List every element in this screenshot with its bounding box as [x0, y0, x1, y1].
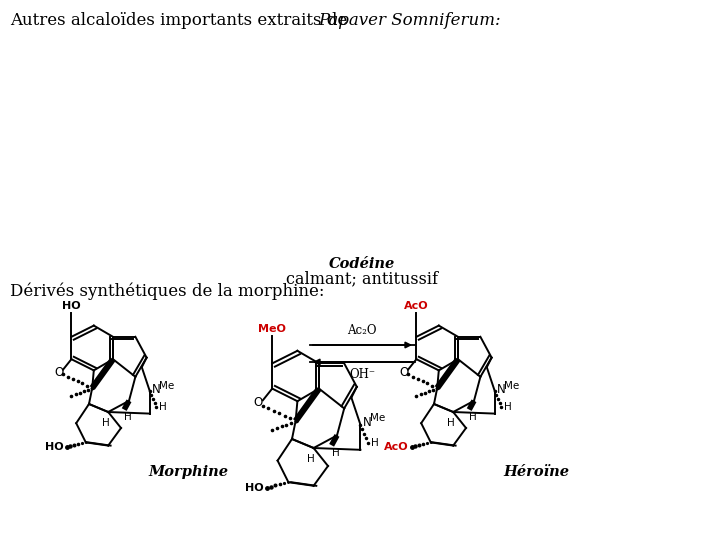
- Text: HO: HO: [45, 442, 63, 452]
- Text: O: O: [253, 396, 262, 409]
- Text: H: H: [504, 402, 512, 412]
- Text: N: N: [152, 383, 161, 396]
- Text: OH⁻: OH⁻: [349, 368, 375, 381]
- Text: O: O: [54, 366, 63, 379]
- Text: Codéine: Codéine: [329, 257, 395, 271]
- Text: H: H: [307, 454, 315, 464]
- Text: H: H: [332, 448, 340, 458]
- Text: Héroïne: Héroïne: [503, 465, 569, 479]
- Text: H: H: [469, 412, 477, 422]
- Text: AcO: AcO: [404, 301, 428, 311]
- Text: HO: HO: [62, 301, 81, 311]
- Text: MeO: MeO: [258, 325, 286, 334]
- Text: N: N: [497, 383, 505, 396]
- Text: Papaver Somniferum:: Papaver Somniferum:: [318, 12, 500, 29]
- Text: Me: Me: [503, 381, 519, 390]
- Text: O: O: [399, 366, 408, 379]
- Text: H: H: [125, 412, 132, 422]
- Text: H: H: [102, 417, 109, 428]
- Text: Autres alcaloïdes importants extraits de: Autres alcaloïdes importants extraits de: [10, 12, 353, 29]
- Text: H: H: [447, 417, 454, 428]
- Text: HO: HO: [246, 483, 264, 492]
- Text: Dérivés synthétiques de la morphine:: Dérivés synthétiques de la morphine:: [10, 282, 325, 300]
- Text: H: H: [159, 402, 167, 412]
- Text: H: H: [371, 437, 378, 448]
- Text: N: N: [362, 416, 371, 429]
- Text: Me: Me: [370, 413, 385, 423]
- Text: AcO: AcO: [384, 442, 409, 452]
- Text: Me: Me: [158, 381, 174, 390]
- Text: calmant; antitussif: calmant; antitussif: [286, 270, 438, 287]
- Text: Ac₂O: Ac₂O: [347, 324, 377, 337]
- Text: Morphine: Morphine: [148, 465, 228, 479]
